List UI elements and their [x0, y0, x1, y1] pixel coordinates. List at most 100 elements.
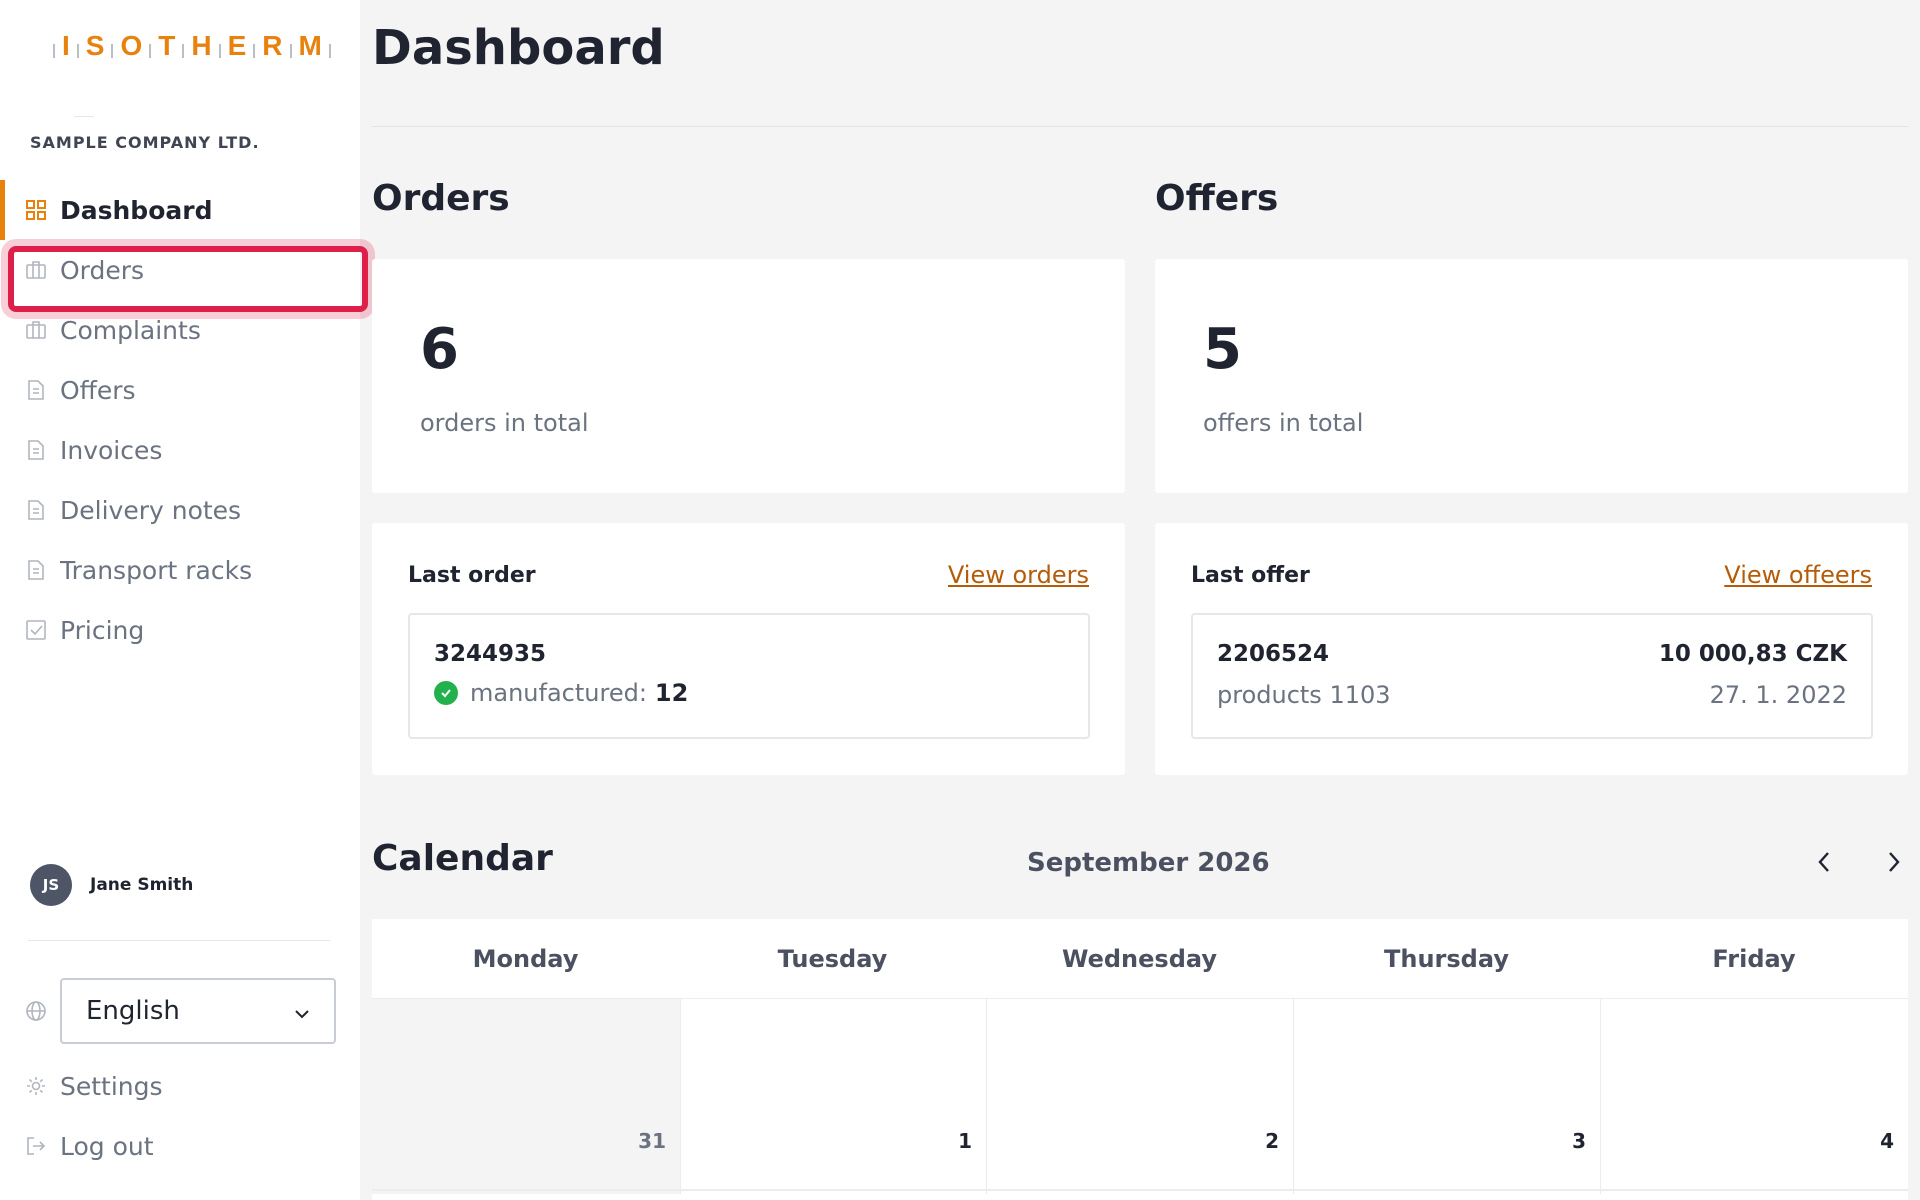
sidebar-item-label: Dashboard: [60, 195, 213, 225]
logo-letter: H: [191, 30, 212, 61]
gear-icon: [24, 1074, 48, 1098]
offer-price: 10 000,83 CZK: [1658, 641, 1847, 667]
document-icon: [24, 438, 48, 462]
language-selected: English: [86, 996, 180, 1026]
weekday-header: Tuesday: [777, 945, 888, 973]
last-order-item[interactable]: 3244935 manufactured: 12: [408, 613, 1090, 739]
logo-letter: E: [227, 30, 247, 61]
calendar-day-number: 3: [1572, 1129, 1586, 1153]
order-status-value: 12: [654, 679, 689, 707]
sidebar-item-label: Pricing: [60, 615, 145, 645]
page-title: Dashboard: [372, 20, 665, 76]
logo-tick: [182, 44, 185, 58]
sidebar: I S O T H E R M SAMPLE COMPANY LTD. Dash…: [0, 0, 368, 1200]
order-status-label: manufactured:: [470, 679, 647, 707]
orders-total-label: orders in total: [420, 409, 589, 437]
view-offers-link[interactable]: View offeers: [1724, 561, 1872, 589]
chevron-down-icon: [294, 996, 310, 1026]
logo-letter: O: [120, 30, 143, 61]
logo-letter: T: [158, 30, 176, 61]
main-content: Dashboard Orders 6 orders in total Last …: [372, 0, 1908, 1200]
user-profile[interactable]: JS Jane Smith: [30, 864, 193, 906]
briefcase-icon: [24, 258, 48, 282]
user-name: Jane Smith: [90, 875, 194, 895]
settings-link[interactable]: Settings: [24, 1061, 163, 1111]
offer-date: 27. 1. 2022: [1709, 681, 1847, 709]
orders-section-title: Orders: [372, 178, 510, 219]
orders-total: 6: [420, 317, 459, 382]
calendar-day-cell[interactable]: 4: [1600, 999, 1908, 1194]
last-order-card: Last order View orders 3244935 manufactu…: [372, 523, 1125, 775]
briefcase-icon: [24, 318, 48, 342]
title-divider: [372, 126, 1908, 127]
calendar-next-button[interactable]: [1876, 846, 1912, 882]
offer-products: products 1103: [1217, 681, 1391, 709]
sidebar-item-invoices[interactable]: Invoices: [0, 420, 360, 480]
document-icon: [24, 558, 48, 582]
calendar-day-cell[interactable]: 1: [680, 999, 986, 1194]
sidebar-item-label: Invoices: [60, 435, 163, 465]
sidebar-item-label: Delivery notes: [60, 495, 242, 525]
order-number: 3244935: [434, 641, 547, 667]
calendar-prev-button[interactable]: [1806, 846, 1842, 882]
sidebar-item-pricing[interactable]: Pricing: [0, 600, 360, 660]
orders-total-card: 6 orders in total: [372, 259, 1125, 493]
logo-tick: [253, 44, 256, 58]
isotherm-logo[interactable]: I S O T H E R M: [46, 20, 338, 60]
order-status: manufactured: 12: [434, 679, 688, 707]
language-row: English: [24, 978, 336, 1044]
sidebar-item-label: Complaints: [60, 315, 201, 345]
calendar-day-number: 1: [958, 1129, 972, 1153]
sidebar-item-offers[interactable]: Offers: [0, 360, 360, 420]
logo-tick: [328, 44, 331, 58]
logout-label: Log out: [60, 1131, 154, 1161]
logout-icon: [24, 1134, 48, 1158]
chevron-left-icon: [1817, 851, 1831, 877]
offers-total-card: 5 offers in total: [1155, 259, 1908, 493]
last-offer-title: Last offer: [1191, 563, 1310, 588]
logo-letter: R: [262, 30, 283, 61]
language-select[interactable]: English: [60, 978, 336, 1044]
chevron-right-icon: [1887, 851, 1901, 877]
calendar-day-number: 4: [1880, 1129, 1894, 1153]
view-orders-link[interactable]: View orders: [947, 561, 1089, 589]
weekday-header: Wednesday: [1061, 945, 1217, 973]
logo-tick: [289, 44, 292, 58]
sidebar-nav: Dashboard Orders Complaints Offers Invoi…: [0, 180, 368, 660]
calendar-day-cell[interactable]: 2: [986, 999, 1293, 1194]
weekday-header: Monday: [472, 945, 579, 973]
logo-tick: [76, 44, 79, 58]
logo-tick: [149, 44, 152, 58]
sidebar-divider: [28, 940, 330, 941]
sidebar-item-delivery-notes[interactable]: Delivery notes: [0, 480, 360, 540]
checkbox-icon: [24, 618, 48, 642]
logo-tick: [111, 44, 114, 58]
document-icon: [24, 378, 48, 402]
sidebar-item-dashboard[interactable]: Dashboard: [0, 180, 360, 240]
calendar-day-cell[interactable]: 31: [372, 999, 680, 1194]
settings-label: Settings: [60, 1071, 163, 1101]
offer-number: 2206524: [1217, 641, 1330, 667]
sidebar-item-label: Orders: [60, 255, 145, 285]
logo-divider: [74, 116, 94, 117]
sidebar-item-complaints[interactable]: Complaints: [0, 300, 360, 360]
globe-icon: [24, 999, 48, 1023]
calendar-grid: Monday Tuesday Wednesday Thursday Friday…: [372, 919, 1908, 1200]
offers-section-title: Offers: [1155, 178, 1279, 219]
calendar-title: Calendar: [372, 838, 553, 879]
sidebar-item-transport-racks[interactable]: Transport racks: [0, 540, 360, 600]
sidebar-item-orders[interactable]: Orders: [0, 240, 368, 312]
last-offer-card: Last offer View offeers 2206524 10 000,8…: [1155, 523, 1908, 775]
logout-link[interactable]: Log out: [24, 1121, 154, 1171]
logo-letter: S: [85, 30, 105, 61]
calendar-header-divider: [372, 998, 1908, 999]
logo-tick: [53, 44, 55, 58]
last-offer-item[interactable]: 2206524 10 000,83 CZK products 1103 27. …: [1191, 613, 1873, 739]
sidebar-item-label: Transport racks: [60, 555, 253, 585]
check-circle-icon: [434, 681, 458, 705]
logo-letter: M: [298, 30, 322, 61]
grid-icon: [24, 198, 48, 222]
calendar-day-cell[interactable]: 3: [1293, 999, 1600, 1194]
offers-total-label: offers in total: [1203, 409, 1364, 437]
logo-tick: [218, 44, 221, 58]
